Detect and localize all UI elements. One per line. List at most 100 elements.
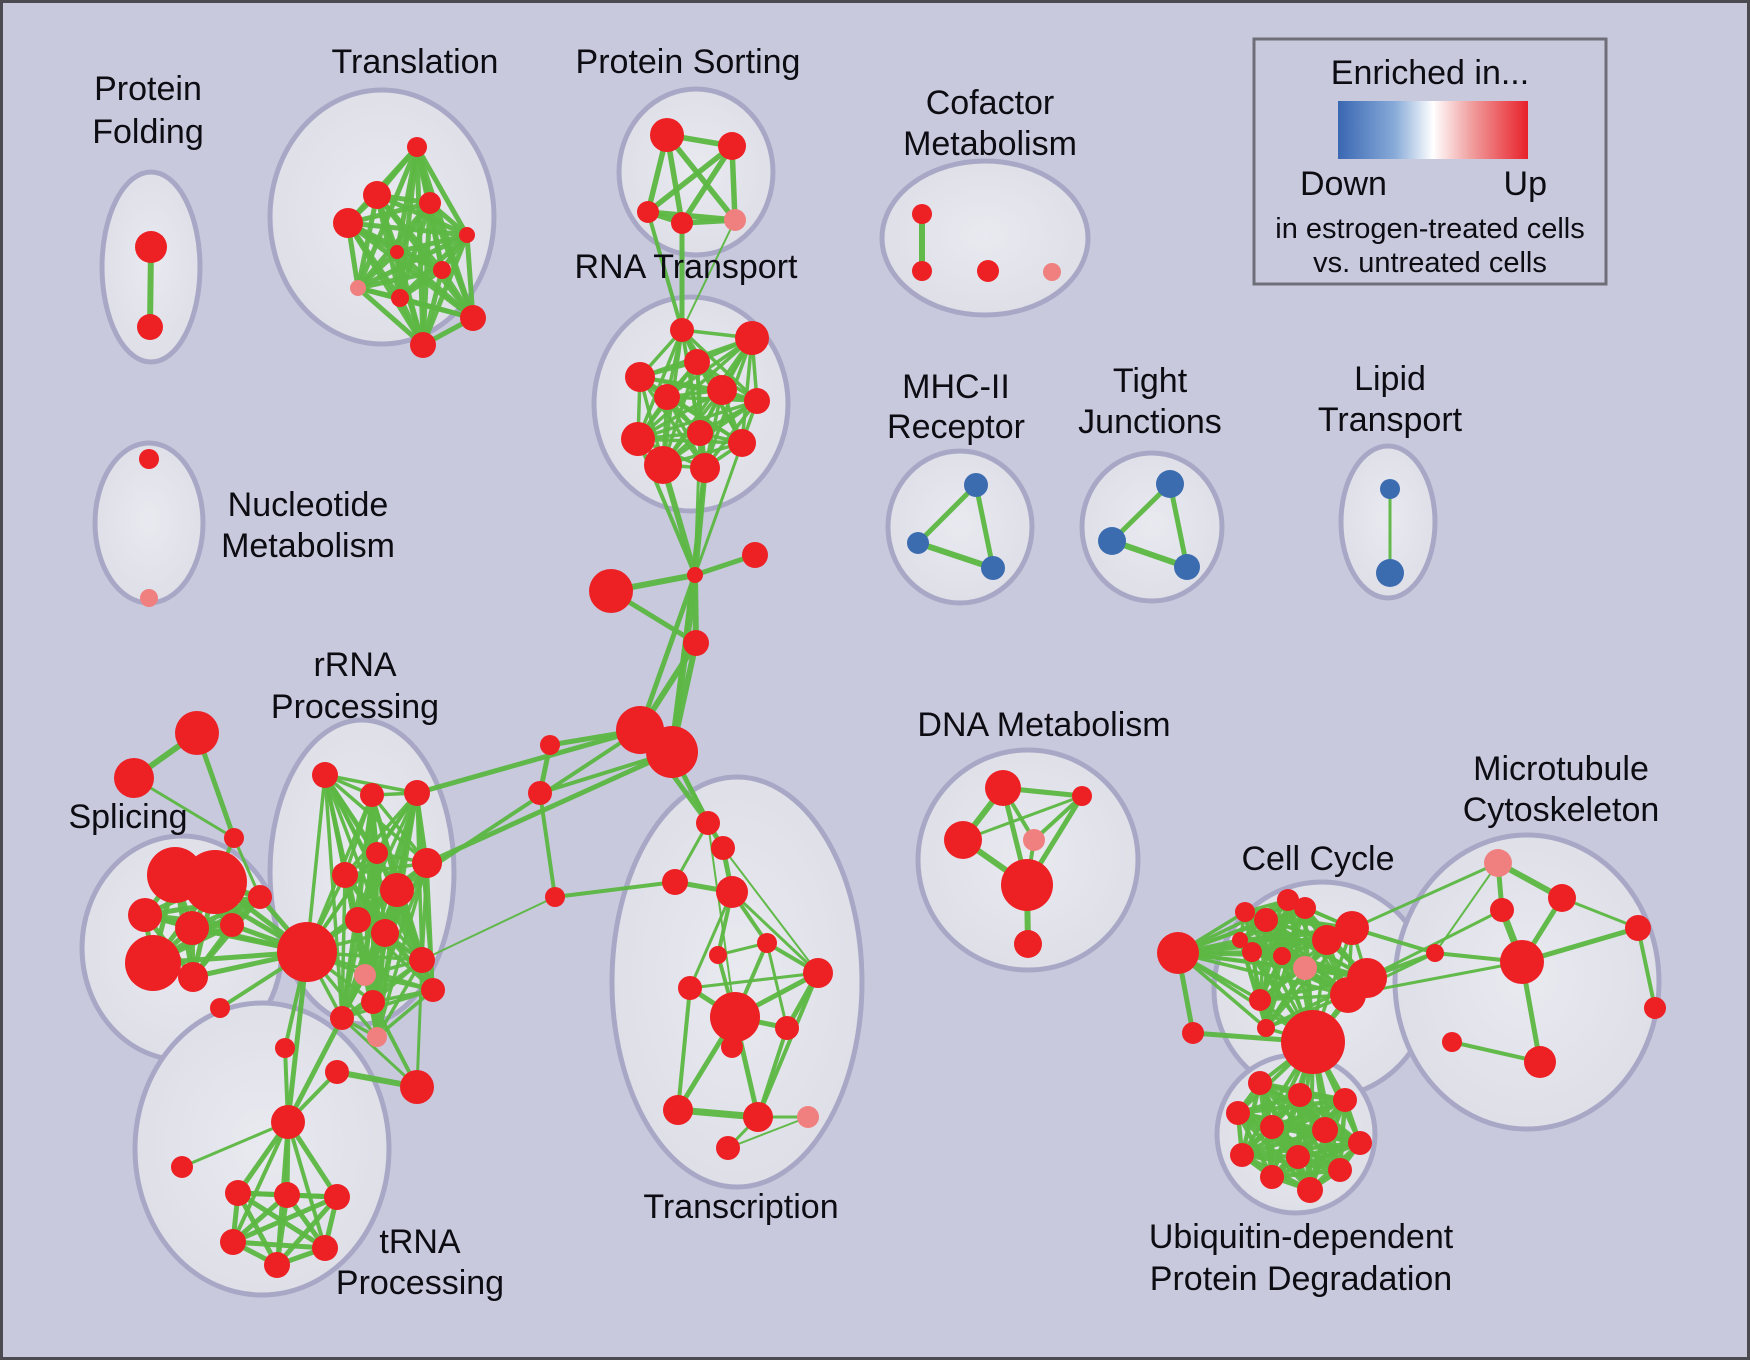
network-node — [662, 869, 688, 895]
network-node — [1442, 1032, 1462, 1052]
network-edge — [740, 336, 754, 445]
cluster-label-ubiquitin-dependent-protein-degradation: Ubiquitin-dependent Protein Degradation — [1149, 1218, 1454, 1298]
network-node — [637, 201, 659, 223]
network-edge — [637, 572, 698, 733]
network-node — [125, 935, 181, 991]
cluster-label-protein-sorting: Protein Sorting — [576, 43, 801, 81]
network-node — [709, 946, 727, 964]
network-node — [670, 318, 694, 342]
network-edge — [638, 375, 759, 403]
cluster-label-rrna-processing: rRNA Processing — [271, 646, 439, 726]
network-edge — [345, 220, 470, 238]
network-edge — [340, 873, 347, 1020]
network-node — [140, 589, 158, 607]
network-edge — [394, 232, 470, 255]
cluster-label-rna-transport: RNA Transport — [575, 248, 799, 286]
network-node — [646, 726, 698, 778]
network-node — [1260, 1115, 1284, 1139]
network-edge — [688, 971, 820, 990]
network-node — [175, 911, 209, 945]
network-node — [248, 885, 272, 909]
legend-gradient-bar — [1338, 101, 1528, 159]
network-node — [135, 231, 167, 263]
network-node — [325, 1060, 349, 1084]
network-node — [224, 828, 244, 848]
network-node — [775, 1016, 799, 1040]
network-edge — [274, 1194, 340, 1268]
network-node — [663, 1095, 693, 1125]
network-edge — [636, 328, 684, 441]
network-node — [1182, 1022, 1204, 1044]
network-edge — [355, 232, 470, 291]
network-edge — [670, 466, 707, 754]
network-node — [1548, 884, 1576, 912]
cluster-ellipse-tight-junctions — [1079, 450, 1225, 604]
network-edge — [1167, 481, 1190, 570]
network-node — [977, 260, 999, 282]
network-edge — [355, 267, 445, 291]
network-edge — [285, 1015, 345, 1125]
network-node — [1273, 947, 1291, 965]
network-edge — [1269, 1140, 1363, 1180]
network-edge — [190, 894, 263, 980]
network-edge — [421, 896, 556, 961]
network-edge — [915, 540, 996, 571]
network-node — [360, 783, 384, 807]
network-node — [332, 862, 358, 888]
network-node — [912, 261, 932, 281]
legend: Enriched in... Down Up in estrogen-treated … — [1252, 37, 1608, 286]
cluster-label-microtubule-cytoskeleton: Microtubule Cytoskeleton — [1463, 750, 1660, 829]
legend-box — [1252, 37, 1608, 286]
network-edge — [693, 441, 744, 577]
network-node — [371, 919, 399, 947]
network-edge — [638, 375, 707, 470]
network-node — [1281, 1010, 1345, 1074]
network-node — [128, 898, 162, 932]
network-edge — [722, 847, 819, 974]
network-node — [271, 1105, 305, 1139]
network-edge — [394, 249, 476, 321]
network-nodes-layer — [114, 118, 1666, 1278]
network-edge — [340, 988, 435, 1020]
network-node — [1230, 1143, 1254, 1167]
network-node — [391, 289, 409, 307]
network-edge — [676, 986, 692, 1112]
network-node — [644, 446, 682, 484]
network-node — [1249, 989, 1271, 1011]
network-edge — [1636, 926, 1657, 1010]
network-node — [264, 1252, 290, 1278]
network-node — [944, 821, 982, 859]
network-node — [803, 958, 833, 988]
network-node — [1380, 479, 1400, 499]
network-node — [744, 388, 770, 414]
cluster-label-cell-cycle: Cell Cycle — [1241, 840, 1394, 878]
network-edge — [730, 890, 820, 975]
network-node — [312, 1235, 338, 1261]
network-node — [724, 209, 746, 231]
network-node — [907, 532, 929, 554]
network-node — [345, 907, 371, 933]
cluster-labels-layer: Protein Folding Translation Protein Sorting… — [68, 43, 1659, 1302]
network-node — [404, 780, 430, 806]
network-node — [178, 962, 208, 992]
network-edge — [756, 971, 820, 1119]
network-node — [1312, 925, 1342, 955]
network-node — [683, 630, 709, 656]
network-edge — [415, 958, 424, 1089]
network-edge — [340, 958, 424, 1020]
network-edge — [464, 232, 476, 321]
network-node — [1484, 849, 1512, 877]
network-node — [400, 1070, 434, 1104]
network-node — [366, 842, 388, 864]
network-node — [690, 453, 720, 483]
network-node — [1286, 1145, 1310, 1169]
network-node — [716, 876, 748, 908]
network-node — [1254, 908, 1278, 932]
network-node — [912, 204, 932, 224]
network-node — [1156, 470, 1184, 498]
network-node — [1288, 1083, 1312, 1107]
network-node — [1293, 956, 1317, 980]
network-node — [361, 990, 385, 1014]
network-node — [1330, 977, 1366, 1013]
